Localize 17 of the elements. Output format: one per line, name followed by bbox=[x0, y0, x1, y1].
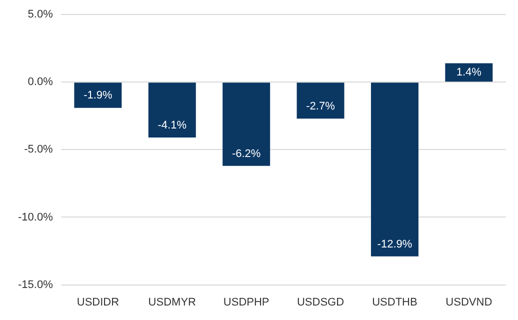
y-tick-label: 0.0% bbox=[28, 76, 54, 88]
x-tick-label: USDIDR bbox=[76, 296, 120, 308]
x-tick-label: USDSGD bbox=[296, 296, 344, 308]
data-label: -6.2% bbox=[232, 148, 261, 160]
x-tick-label: USDVND bbox=[446, 296, 492, 308]
data-label: 1.4% bbox=[456, 66, 482, 78]
y-tick-label: -15.0% bbox=[18, 278, 54, 291]
data-label: -12.9% bbox=[377, 238, 412, 250]
data-label: -2.7% bbox=[306, 100, 336, 113]
y-tick-label: -5.0% bbox=[24, 144, 54, 156]
y-tick-label: 5.0% bbox=[28, 8, 54, 21]
y-tick-label: -10.0% bbox=[18, 211, 54, 224]
data-label: -4.1% bbox=[158, 120, 187, 132]
data-label: -1.9% bbox=[84, 89, 113, 102]
x-tick-label: USDMYR bbox=[148, 296, 196, 308]
x-tick-label: USDPHP bbox=[223, 296, 270, 308]
x-tick-label: USDTHB bbox=[372, 296, 418, 308]
